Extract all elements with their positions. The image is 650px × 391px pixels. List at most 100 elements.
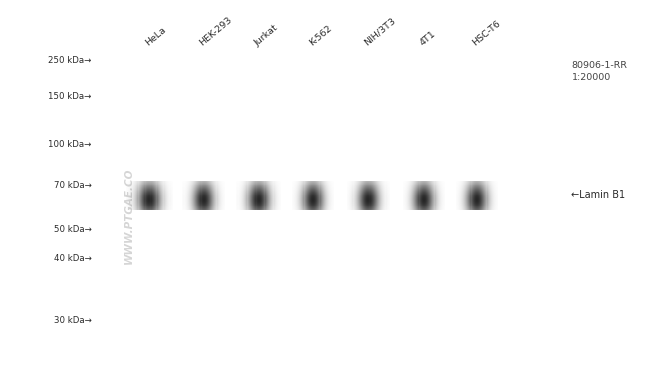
Bar	[358, 200, 359, 201]
Bar	[404, 189, 405, 190]
Bar	[261, 183, 263, 184]
Bar	[471, 183, 472, 184]
Bar	[369, 208, 370, 209]
Text: 80906-1-RR
1:20000: 80906-1-RR 1:20000	[571, 61, 627, 82]
Bar	[295, 196, 296, 197]
Bar	[270, 191, 271, 192]
Bar	[484, 207, 486, 208]
Bar	[185, 194, 186, 195]
Bar	[260, 196, 261, 197]
Bar	[133, 194, 134, 195]
Bar	[312, 183, 313, 184]
Bar	[200, 194, 202, 195]
Bar	[409, 200, 410, 201]
Bar	[380, 192, 382, 193]
Bar	[482, 202, 484, 203]
Bar	[413, 201, 414, 202]
Bar	[429, 191, 430, 192]
Bar	[377, 196, 378, 197]
Bar	[150, 193, 151, 194]
Bar	[292, 196, 293, 197]
Bar	[428, 196, 429, 197]
Bar	[429, 195, 430, 196]
Bar	[385, 185, 387, 186]
Bar	[150, 194, 151, 195]
Bar	[330, 186, 332, 187]
Bar	[349, 200, 350, 201]
Bar	[215, 203, 216, 204]
Bar	[154, 184, 155, 185]
Bar	[274, 203, 275, 204]
Bar	[492, 186, 493, 187]
Bar	[255, 191, 257, 192]
Bar	[160, 201, 161, 202]
Bar	[376, 194, 377, 195]
Bar	[294, 207, 295, 208]
Bar	[188, 194, 190, 195]
Bar	[493, 209, 494, 210]
Bar	[237, 190, 239, 191]
Bar	[213, 206, 215, 207]
Bar	[162, 209, 164, 210]
Bar	[243, 199, 244, 200]
Bar	[404, 201, 405, 202]
Bar	[457, 192, 458, 193]
Bar	[262, 193, 263, 194]
Bar	[185, 197, 187, 198]
Bar	[415, 208, 417, 209]
Bar	[157, 192, 159, 193]
Bar	[246, 190, 248, 191]
Bar	[317, 189, 318, 190]
Bar	[380, 185, 382, 186]
Bar	[269, 205, 270, 206]
Bar	[473, 207, 474, 208]
Bar	[147, 208, 148, 209]
Bar	[361, 209, 362, 210]
Bar	[156, 187, 157, 188]
Bar	[271, 188, 272, 189]
Bar	[141, 187, 142, 188]
Bar	[239, 197, 240, 198]
Bar	[319, 197, 320, 198]
Bar	[479, 185, 480, 186]
Bar	[380, 197, 382, 198]
Bar	[150, 194, 151, 195]
Bar	[488, 195, 489, 196]
Bar	[422, 209, 423, 210]
Bar	[369, 187, 370, 188]
Bar	[367, 203, 369, 204]
Bar	[161, 204, 162, 205]
Bar	[280, 185, 281, 186]
Bar	[268, 207, 269, 208]
Bar	[135, 196, 136, 197]
Bar	[224, 193, 225, 194]
Bar	[379, 195, 380, 196]
Bar	[210, 185, 211, 186]
Bar	[369, 198, 370, 199]
Bar	[461, 200, 462, 201]
Bar	[206, 185, 207, 186]
Bar	[245, 194, 246, 195]
Bar	[494, 208, 495, 209]
Bar	[261, 198, 263, 199]
Bar	[151, 186, 153, 187]
Bar	[187, 200, 188, 201]
Bar	[143, 194, 144, 195]
Bar	[127, 200, 128, 201]
Bar	[317, 197, 318, 198]
Bar	[424, 206, 425, 207]
Bar	[125, 198, 127, 199]
Bar	[474, 197, 476, 198]
Bar	[242, 189, 243, 190]
Bar	[155, 186, 157, 187]
Bar	[352, 190, 354, 191]
Bar	[405, 192, 406, 193]
Bar	[222, 194, 223, 195]
Bar	[322, 185, 324, 186]
Bar	[319, 187, 320, 188]
Bar	[133, 187, 134, 188]
Bar	[431, 209, 432, 210]
Bar	[461, 191, 462, 192]
Bar	[294, 186, 295, 187]
Bar	[167, 197, 168, 198]
